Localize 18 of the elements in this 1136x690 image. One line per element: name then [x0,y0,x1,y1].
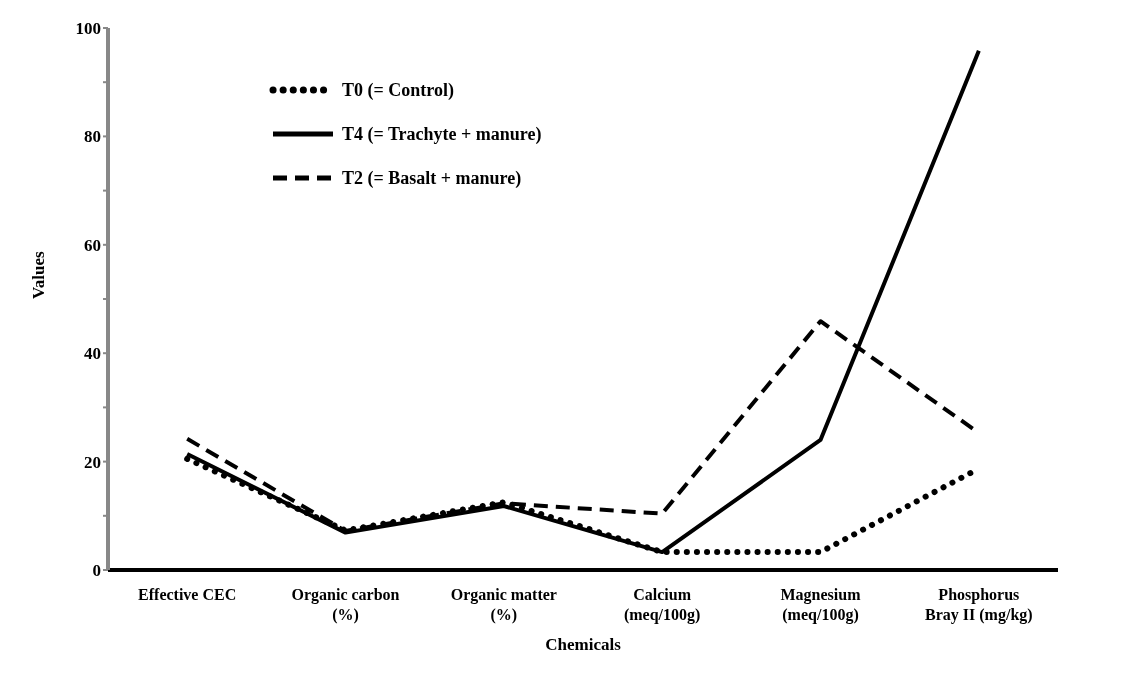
legend-label: T2 (= Basalt + manure) [342,167,522,189]
x-axis-title: Chemicals [545,635,622,654]
y-tick-label: 0 [92,561,101,581]
legend-label: T0 (= Control) [342,79,454,101]
legend-label: T4 (= Trachyte + manure) [342,123,542,145]
y-axis-title: Values [29,251,49,299]
y-tick-label: 40 [84,344,101,364]
x-tick-label: Organic carbon (%) [291,586,400,624]
x-tick-label: Effective CEC [138,586,237,603]
x-tick-label: Magnesium (meq/100g) [780,586,862,624]
x-tick-label: Phosphorus Bray II (mg/kg) [925,586,1033,624]
y-tick-label: 80 [84,127,101,147]
y-tick-label: 20 [84,452,101,472]
line-series [185,48,981,555]
y-tick-label: 100 [75,19,101,39]
x-tick-label: Organic matter (%) [450,586,557,624]
x-tick-label: Calcium (meq/100g) [623,586,701,624]
y-tick-label: 60 [84,235,101,255]
